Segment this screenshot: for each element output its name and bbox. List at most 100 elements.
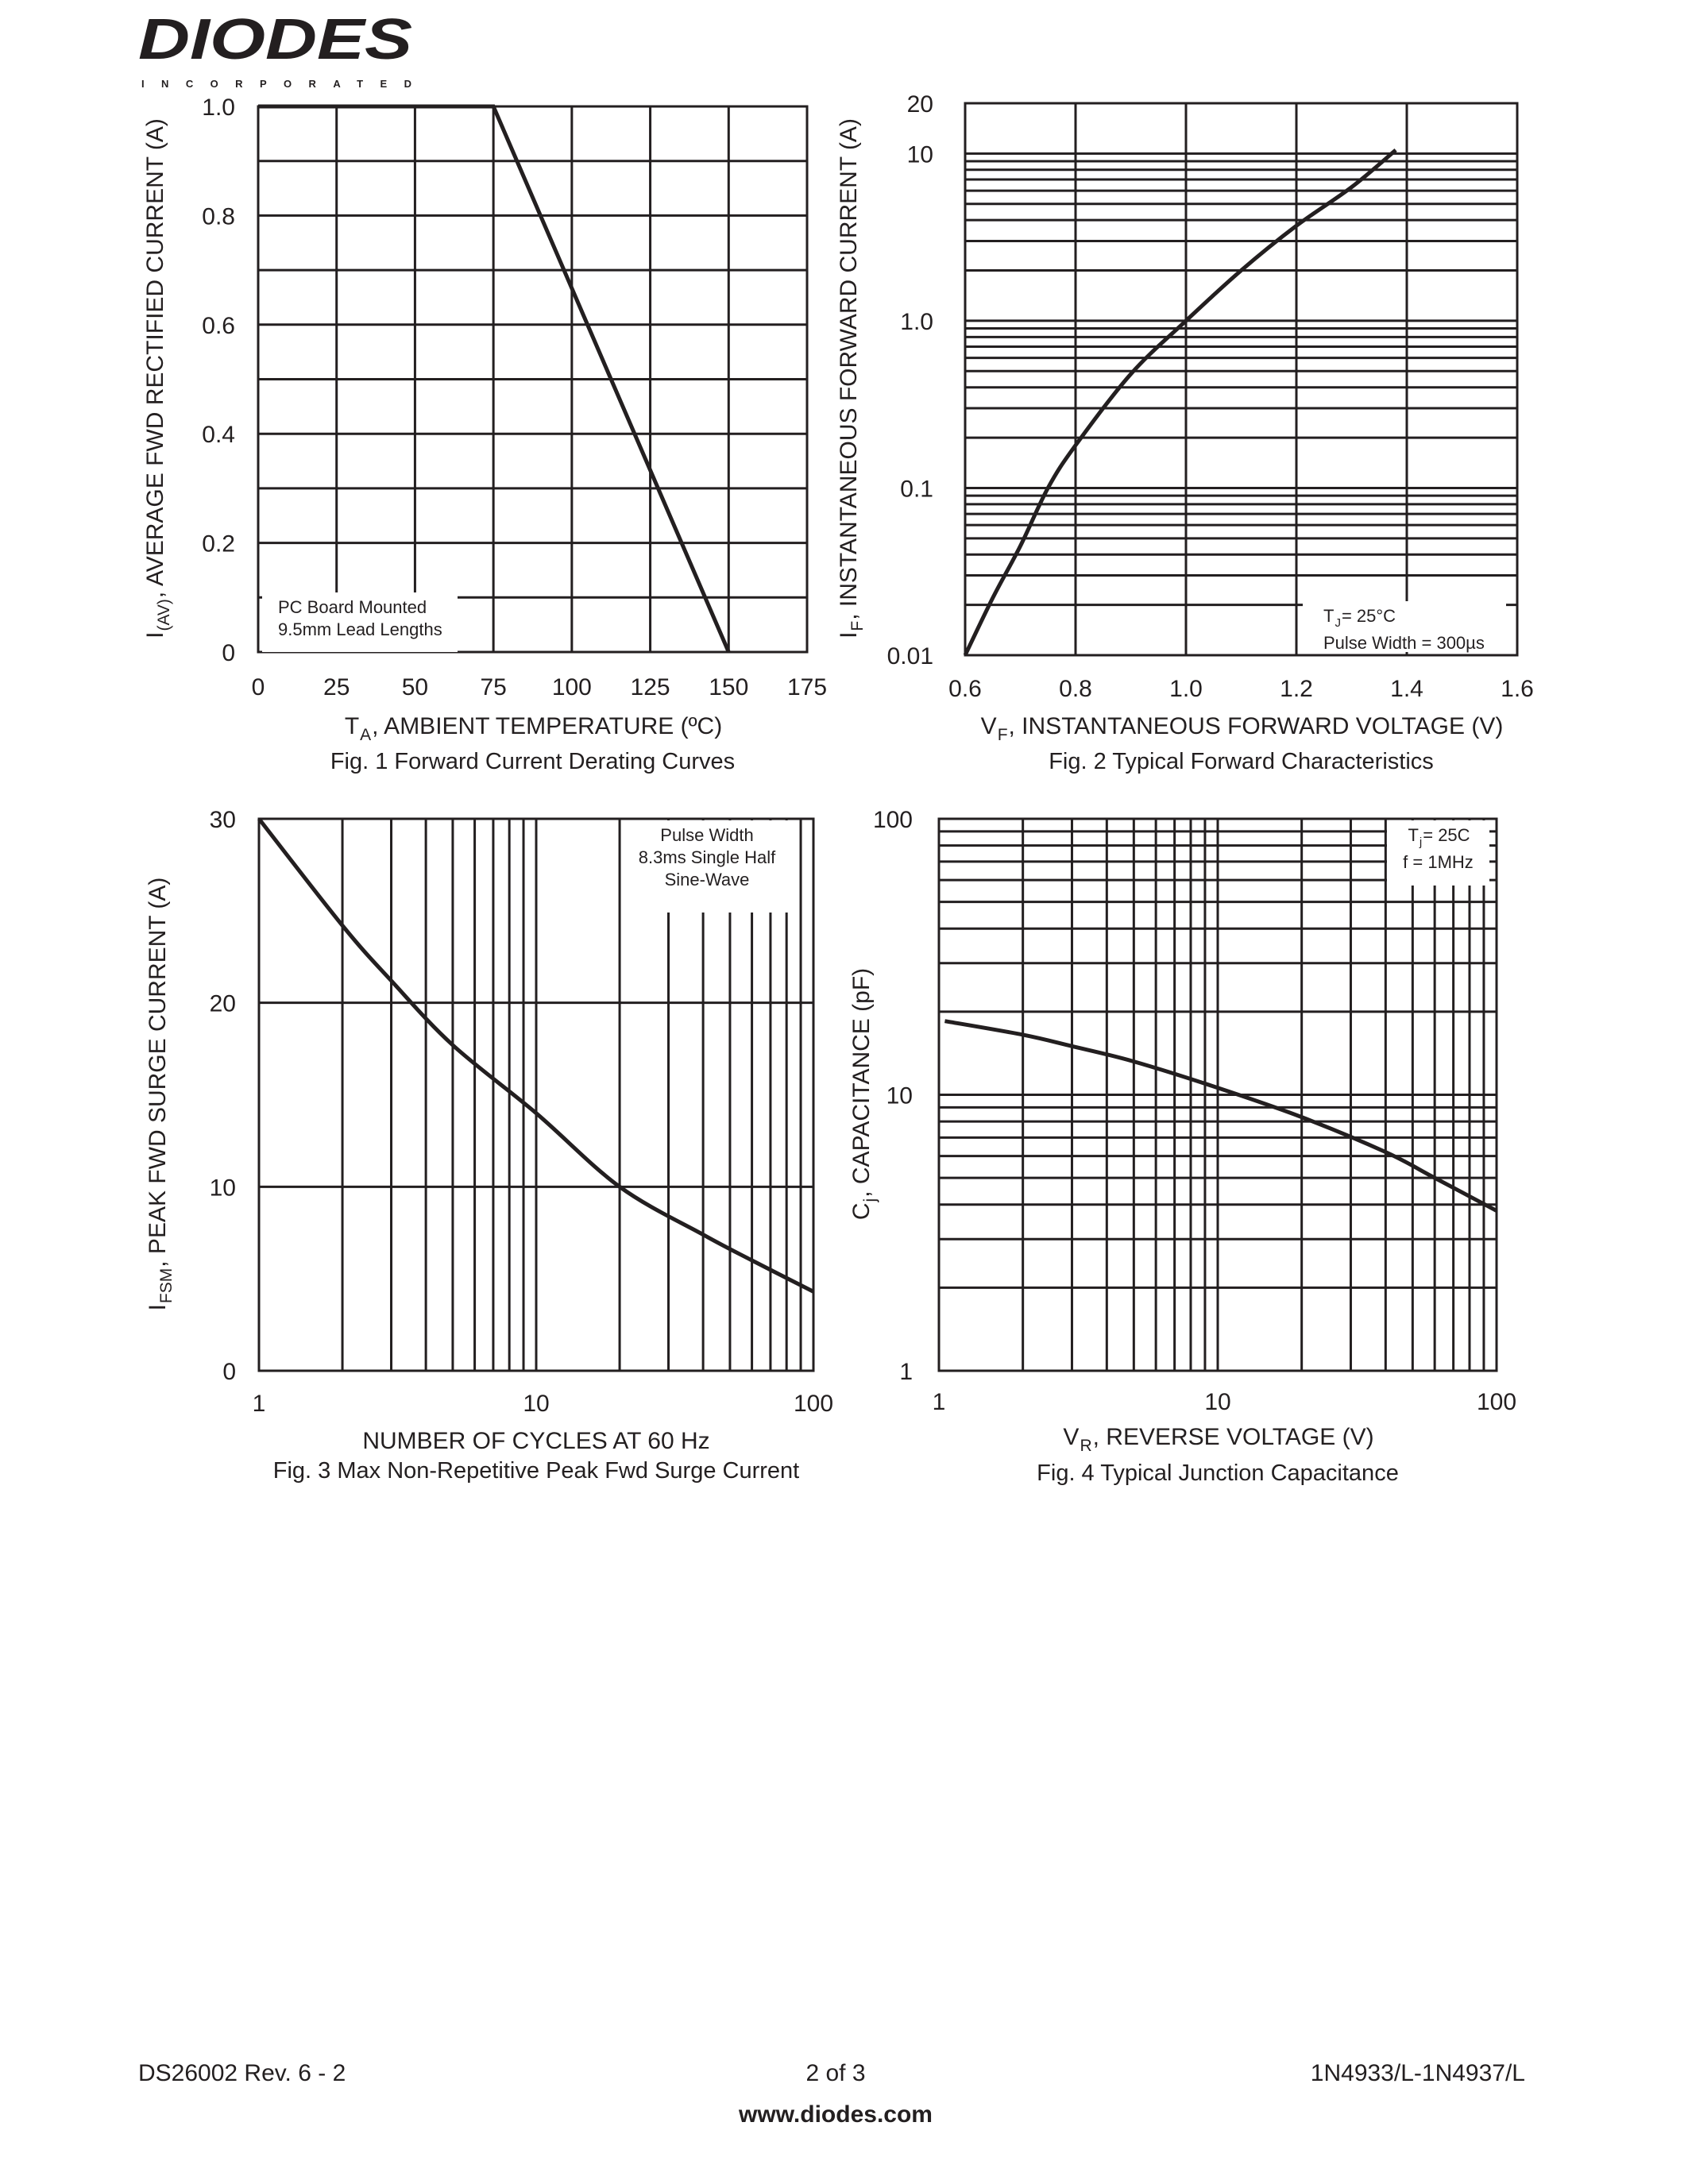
x-tick-label: 1.4 (1390, 676, 1423, 702)
footer-website-link[interactable]: www.diodes.com (738, 2101, 933, 2128)
x-axis-title-rest: , INSTANTANEOUS FORWARD VOLTAGE (V) (1009, 713, 1504, 739)
diodes-logo: DIODES INCORPORATED (138, 8, 412, 90)
annotation-line: f = 1MHz (1403, 852, 1474, 872)
x-tick-label: 175 (787, 674, 827, 700)
y-axis-title-main: I (142, 632, 168, 639)
annotation-background (262, 592, 458, 652)
y-axis-title-main: C (848, 1202, 875, 1220)
y-axis-title: IF, INSTANTANEOUS FORWARD CURRENT (A) (836, 118, 867, 639)
annotation-line-subscript: J (1335, 616, 1341, 630)
y-axis-title-subscript: j (861, 1198, 879, 1203)
y-tick-label: 1.0 (202, 95, 235, 121)
x-tick-label: 0 (252, 674, 265, 700)
plot-frame (964, 102, 1519, 657)
y-tick-label: 0.8 (202, 203, 235, 230)
y-axis-title-subscript: FSM (157, 1268, 176, 1303)
data-curve (963, 149, 1397, 657)
footer-doc-id: DS26002 Rev. 6 - 2 (138, 2060, 346, 2086)
annotation-background (624, 820, 790, 913)
y-tick-label: 10 (886, 1083, 913, 1109)
x-axis-title-rest: , REVERSE VOLTAGE (V) (1093, 1424, 1374, 1450)
x-tick-label: 10 (1204, 1389, 1230, 1415)
y-axis-title-subscript: F (848, 621, 867, 631)
y-tick-label: 20 (210, 991, 236, 1017)
logo-subtext: INCORPORATED (141, 78, 411, 90)
grid (937, 817, 1498, 1372)
x-tick-label: 75 (480, 674, 506, 700)
grid (257, 105, 809, 654)
figure-caption: Fig. 2 Typical Forward Characteristics (1049, 749, 1434, 774)
annotation-line-rest: = 25C (1423, 825, 1470, 845)
y-tick-label: 0.6 (202, 313, 235, 339)
y-tick-label: 0.4 (202, 422, 235, 448)
x-tick-label: 10 (523, 1391, 549, 1417)
y-tick-label: 10 (210, 1175, 236, 1201)
x-tick-label: 25 (323, 674, 350, 700)
x-tick-label: 0.6 (948, 676, 982, 702)
annotation-line: 8.3ms Single Half (639, 847, 776, 867)
x-axis-title-main: T (345, 713, 359, 739)
x-axis-title-rest: , AMBIENT TEMPERATURE (ºC) (372, 713, 722, 739)
x-axis-title-subscript: F (998, 726, 1008, 744)
annotation-line: Sine-Wave (665, 870, 750, 889)
y-tick-label: 0 (222, 1359, 236, 1385)
figure-caption: Fig. 1 Forward Current Derating Curves (330, 749, 735, 774)
x-tick-label: 0.8 (1059, 676, 1092, 702)
plot-frame (257, 105, 809, 654)
y-axis-title: I(AV), AVERAGE FWD RECTIFIED CURRENT (A) (142, 118, 173, 639)
x-tick-label: 1 (933, 1389, 946, 1415)
y-tick-label: 0 (222, 640, 235, 666)
y-tick-label: 30 (210, 807, 236, 833)
x-tick-label: 50 (402, 674, 428, 700)
annotation-line: Pulse Width = 300µs (1323, 633, 1485, 653)
x-tick-label: 100 (794, 1391, 833, 1417)
annotation-background (1387, 820, 1489, 886)
plot-frame (257, 817, 815, 1372)
annotation-line: 9.5mm Lead Lengths (278, 619, 442, 639)
x-tick-label: 1 (253, 1391, 266, 1417)
footer-page-number: 2 of 3 (805, 2060, 865, 2086)
figure-caption: Fig. 4 Typical Junction Capacitance (1037, 1461, 1399, 1486)
y-tick-label: 100 (873, 807, 913, 833)
y-tick-label: 0.2 (202, 531, 235, 558)
x-tick-label: 125 (631, 674, 670, 700)
x-axis-title-subscript: R (1080, 1437, 1091, 1455)
x-axis-title-main: V (981, 713, 997, 739)
annotation-line-main: T (1408, 825, 1418, 845)
y-tick-label: 10 (907, 141, 933, 168)
y-axis-title: Cj, CAPACITANCE (pF) (848, 968, 879, 1220)
logo-wordmark: DIODES (138, 8, 412, 71)
grid (964, 102, 1519, 657)
annotation-background (1303, 601, 1506, 652)
data-curve (944, 1019, 1498, 1213)
x-tick-label: 1.2 (1280, 676, 1313, 702)
y-axis-title-main: I (836, 632, 862, 639)
x-tick-label: 100 (552, 674, 592, 700)
x-tick-label: 1.0 (1169, 676, 1203, 702)
data-curve (257, 817, 815, 1294)
annotation-line: Pulse Width (660, 825, 753, 845)
annotation-line-subscript: j (1419, 835, 1422, 849)
y-tick-label: 1 (899, 1359, 913, 1385)
y-axis-title-main: I (145, 1304, 171, 1310)
data-curve (258, 104, 731, 653)
y-tick-label: 0.01 (887, 643, 933, 669)
x-tick-label: 100 (1477, 1389, 1516, 1415)
x-tick-label: 1.6 (1501, 676, 1534, 702)
figure-caption: Fig. 3 Max Non-Repetitive Peak Fwd Surge… (273, 1458, 799, 1484)
annotation-line-main: T (1323, 606, 1334, 626)
plot-frame (937, 817, 1498, 1372)
x-tick-label: 150 (709, 674, 748, 700)
annotation-line: PC Board Mounted (278, 597, 427, 617)
